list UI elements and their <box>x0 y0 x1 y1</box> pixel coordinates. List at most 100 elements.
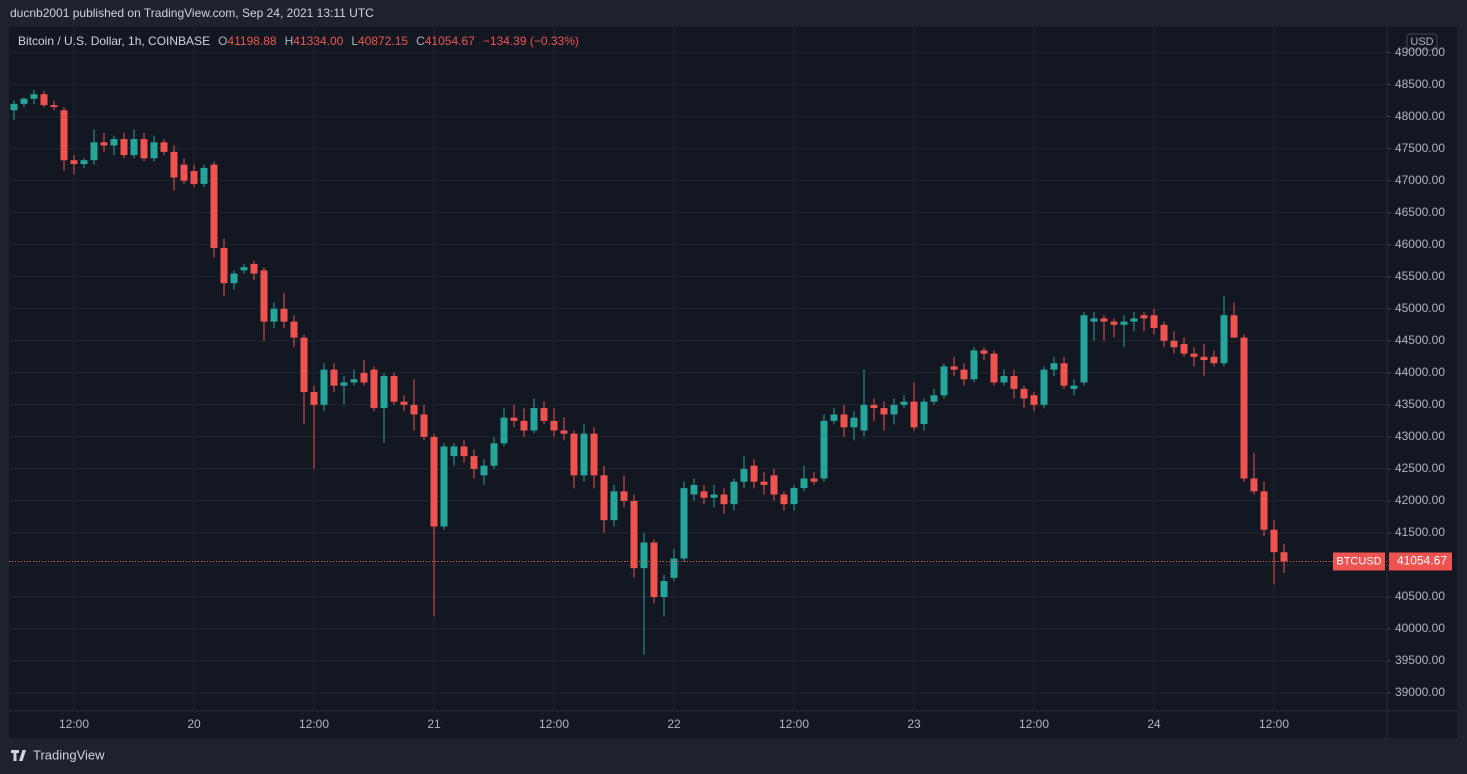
candle-body <box>150 142 158 159</box>
candle-body <box>380 376 388 409</box>
candle-body <box>1240 337 1248 479</box>
candle-body <box>10 103 18 111</box>
y-tick-label: 42000.00 <box>1395 493 1445 507</box>
y-tick-label: 44000.00 <box>1395 365 1445 379</box>
y-tick-label: 40000.00 <box>1395 621 1445 635</box>
candle-body <box>1200 356 1208 361</box>
currency[interactable]: USD <box>1410 36 1433 48</box>
candle-body <box>660 580 668 597</box>
candle-body <box>1070 385 1078 389</box>
candle-body <box>220 247 228 284</box>
brand: TradingView <box>33 747 105 762</box>
candle-body <box>820 420 828 479</box>
candle-body <box>1150 315 1158 329</box>
candle-body <box>440 446 448 527</box>
candle-body <box>60 110 68 161</box>
price-tag-value-bg <box>1389 552 1452 571</box>
x-tick-label: 22 <box>667 717 681 731</box>
candle-body <box>830 414 838 421</box>
logo: TradingView <box>11 747 105 762</box>
candle-body <box>770 475 778 495</box>
candle-body <box>520 420 528 431</box>
candle-body <box>920 401 928 425</box>
candle-body <box>950 366 958 370</box>
candle-body <box>610 491 618 521</box>
high-value: 41334.00 <box>293 34 343 48</box>
x-tick-label: 21 <box>427 717 441 731</box>
y-tick-label: 48000.00 <box>1395 109 1445 123</box>
open-value: 41198.88 <box>227 34 276 48</box>
candle-body <box>1030 395 1038 405</box>
candle-body <box>960 369 968 380</box>
change: −134.39 (−0.33%) <box>483 34 579 48</box>
candle-body <box>100 142 108 146</box>
candle-body <box>850 417 858 428</box>
candle-body <box>640 542 648 569</box>
candle-body <box>700 491 708 498</box>
y-tick-label: 48500.00 <box>1395 77 1445 91</box>
candle-body <box>260 270 268 322</box>
candle-body <box>1220 315 1228 364</box>
candle-body <box>40 94 48 106</box>
candle-body <box>50 105 58 108</box>
candle-body <box>1130 318 1138 322</box>
y-tick-label: 41500.00 <box>1395 525 1445 539</box>
candle-body <box>500 417 508 444</box>
price-tag-name: BTCUSD <box>1336 555 1381 567</box>
candle-body <box>1000 376 1008 383</box>
price-tag-value: 41054.67 <box>1397 554 1447 568</box>
x-tick-label: 12:00 <box>779 717 809 731</box>
close-key: C <box>416 34 425 48</box>
candle-body <box>580 433 588 476</box>
currency-box[interactable] <box>1406 33 1438 51</box>
candle-body <box>1160 324 1168 341</box>
candle-body <box>140 139 148 159</box>
y-tick-label: 43500.00 <box>1395 397 1445 411</box>
candle-body <box>300 337 308 393</box>
candle-body <box>730 481 738 505</box>
candle-body <box>680 488 688 559</box>
candle-body <box>110 139 118 146</box>
candle-body <box>160 142 168 152</box>
x-tick-label: 23 <box>907 717 921 731</box>
candle-body <box>1170 340 1178 348</box>
candle-body <box>340 382 348 386</box>
candle-body <box>790 488 798 505</box>
logo-mark <box>11 750 26 761</box>
candle-body <box>1100 318 1108 322</box>
legend: Bitcoin / U.S. Dollar, 1h, COINBASE O4119… <box>18 34 579 48</box>
candle-body <box>1270 529 1278 553</box>
candle-body <box>1140 315 1148 319</box>
candle-body <box>1050 363 1058 370</box>
y-tick-label: 49000.00 <box>1395 45 1445 59</box>
candle-body <box>370 369 378 409</box>
candle-body <box>1090 318 1098 322</box>
candle-body <box>620 491 628 501</box>
y-tick-label: 44500.00 <box>1395 333 1445 347</box>
x-tick-label: 24 <box>1147 717 1161 731</box>
candle-body <box>180 164 188 181</box>
candle-body <box>1010 376 1018 389</box>
candle-body <box>460 446 468 457</box>
candle-body <box>410 404 418 415</box>
y-tick-label: 39000.00 <box>1395 685 1445 699</box>
candle-body <box>420 414 428 437</box>
candle-body <box>30 94 38 99</box>
candle-body <box>980 350 988 354</box>
candle-body <box>890 404 898 415</box>
x-tick-label: 12:00 <box>299 717 329 731</box>
candle-body <box>1250 478 1258 492</box>
candle-body <box>1020 388 1028 399</box>
candle-body <box>120 139 128 156</box>
candle-body <box>1230 315 1238 338</box>
candle-body <box>1060 363 1068 386</box>
x-tick-label: 12:00 <box>1259 717 1289 731</box>
grid <box>9 27 1387 711</box>
candle-body <box>550 420 558 431</box>
candle-body <box>190 171 198 184</box>
price-tag-bg <box>1333 552 1385 571</box>
candle-body <box>170 151 178 178</box>
candle-body <box>710 494 718 498</box>
candle-body <box>990 353 998 383</box>
